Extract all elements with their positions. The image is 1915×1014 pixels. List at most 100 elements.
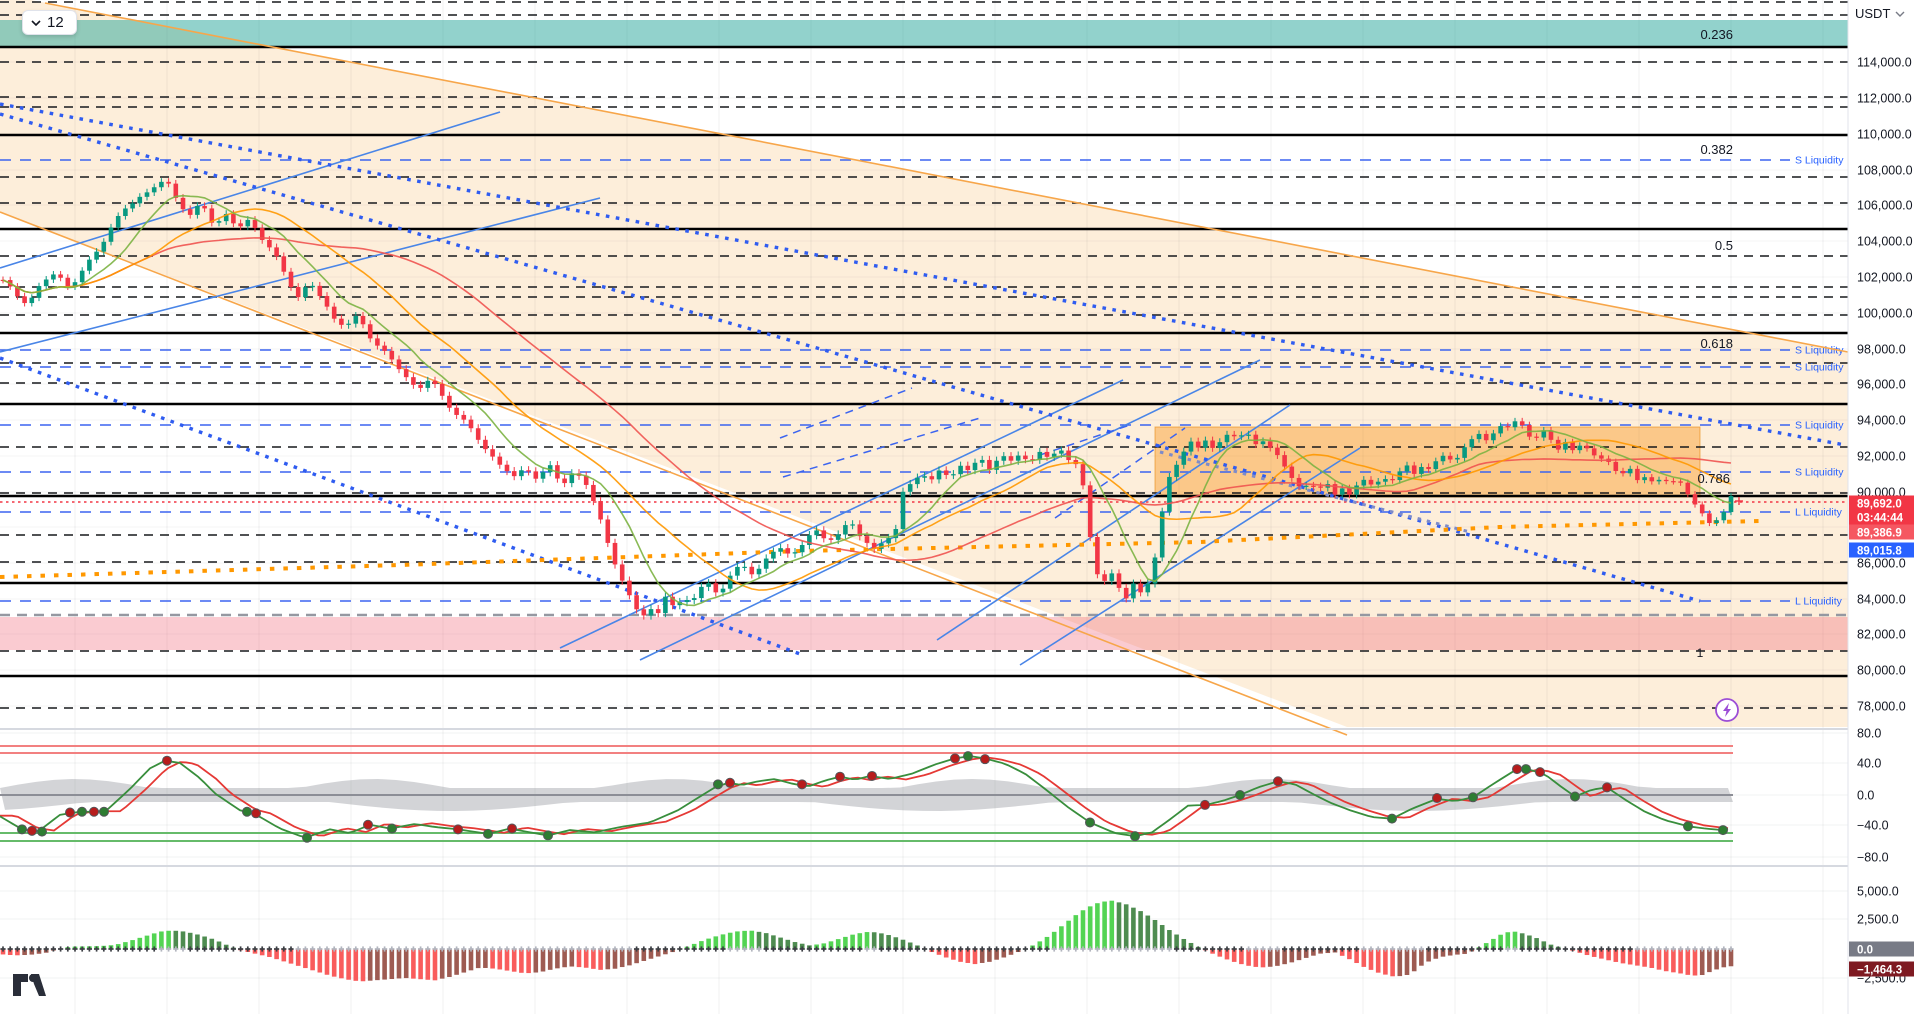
- svg-text:100,000.0: 100,000.0: [1857, 307, 1913, 321]
- wavetrend-cross-dot: [980, 754, 990, 765]
- wavetrend-cross-dot: [1468, 792, 1478, 803]
- price-bands-layer: [0, 20, 1848, 650]
- svg-text:03:44:44: 03:44:44: [1857, 513, 1904, 525]
- svg-text:1: 1: [1697, 646, 1704, 660]
- wavetrend-cross-dot: [725, 777, 735, 788]
- annotations-layer: 0.236 0.382 0.5 0.618 0.786 1: [1697, 27, 1743, 722]
- svg-text:5,000.0: 5,000.0: [1857, 885, 1899, 899]
- wavetrend-cross-dot: [363, 819, 373, 830]
- price-badge: 89,692.0: [1849, 495, 1914, 511]
- fib-label: 0.786: [1697, 471, 1730, 486]
- wavetrend-cross-dot: [99, 806, 109, 817]
- svg-text:89,386.9: 89,386.9: [1857, 528, 1902, 540]
- wavetrend-cross-dot: [27, 825, 37, 836]
- svg-text:L Liquidity: L Liquidity: [1795, 507, 1843, 519]
- svg-text:S Liquidity: S Liquidity: [1795, 420, 1844, 432]
- currency-toggle-button[interactable]: USDT: [1849, 2, 1915, 25]
- wavetrend-cross-dot: [1387, 813, 1397, 824]
- svg-text:110,000.0: 110,000.0: [1857, 128, 1912, 142]
- chevron-down-icon: [31, 19, 41, 26]
- price-badge: 89,015.8: [1849, 542, 1914, 558]
- wavetrend-cross-dot: [543, 830, 553, 841]
- wavetrend-cross-dot: [1130, 831, 1140, 842]
- svg-text:108,000.0: 108,000.0: [1857, 164, 1913, 178]
- svg-text:80.0: 80.0: [1857, 727, 1881, 741]
- svg-text:S Liquidity: S Liquidity: [1795, 155, 1844, 167]
- wavetrend-cross-dot: [387, 823, 397, 834]
- wavetrend-cross-dot: [835, 771, 845, 782]
- tradingview-logo[interactable]: [12, 972, 48, 1000]
- wavetrend-cross-dot: [1718, 825, 1728, 836]
- wavetrend-cross-dot: [507, 823, 517, 834]
- wavetrend-cross-dot: [1521, 764, 1531, 775]
- svg-text:112,000.0: 112,000.0: [1857, 92, 1912, 106]
- moving-averages-layer: [2, 194, 1732, 607]
- pane-separators: [0, 728, 1915, 867]
- wavetrend-cross-dot: [1200, 799, 1210, 810]
- interval-dropdown-button[interactable]: 12: [22, 10, 77, 35]
- svg-text:78,000.0: 78,000.0: [1857, 700, 1906, 714]
- svg-text:S Liquidity: S Liquidity: [1795, 345, 1844, 357]
- wavetrend-cross-dot: [950, 753, 960, 764]
- svg-text:89,015.8: 89,015.8: [1857, 546, 1902, 558]
- wavetrend-cross-dot: [1570, 791, 1580, 802]
- fib-label: 0.236: [1700, 27, 1733, 42]
- wavetrend-cross-dot: [65, 807, 75, 818]
- wavetrend-cross-dot: [1535, 767, 1545, 778]
- svg-text:86,000.0: 86,000.0: [1857, 557, 1906, 571]
- wavetrend-cross-dot: [1602, 782, 1612, 793]
- chevron-down-icon: [1895, 11, 1905, 17]
- price-badge: 0.0: [1849, 941, 1914, 957]
- svg-text:98,000.0: 98,000.0: [1857, 343, 1906, 357]
- wavetrend-cross-dot: [302, 832, 312, 843]
- svg-text:S Liquidity: S Liquidity: [1795, 467, 1844, 479]
- svg-text:104,000.0: 104,000.0: [1857, 235, 1913, 249]
- svg-text:S Liquidity: S Liquidity: [1795, 362, 1844, 374]
- histogram-pane: [0, 900, 1734, 982]
- svg-text:102,000.0: 102,000.0: [1857, 271, 1913, 285]
- lightning-icon[interactable]: [1715, 698, 1739, 722]
- wavetrend-cross-dot: [251, 808, 261, 819]
- oscillator-pane: [0, 745, 1733, 843]
- wavetrend-cross-dot: [963, 751, 973, 762]
- svg-text:96,000.0: 96,000.0: [1857, 378, 1906, 392]
- wavetrend-cross-dot: [1512, 764, 1522, 775]
- wavetrend-cross-dot: [1235, 790, 1245, 800]
- candles-layer: [0, 178, 1734, 620]
- svg-text:94,000.0: 94,000.0: [1857, 414, 1906, 428]
- currency-label: USDT: [1855, 6, 1891, 21]
- svg-text:2,500.0: 2,500.0: [1857, 913, 1899, 927]
- interval-label: 12: [47, 14, 64, 31]
- svg-text:−1,464.3: −1,464.3: [1857, 965, 1902, 977]
- svg-text:114,000.0: 114,000.0: [1857, 56, 1912, 70]
- wavetrend-cross-dot: [1085, 817, 1095, 828]
- wavetrend-cross-dot: [1273, 776, 1283, 787]
- wavetrend-cross-dot: [77, 806, 87, 817]
- wavetrend-cross-dot: [867, 770, 877, 781]
- wavetrend-cross-dot: [162, 755, 172, 766]
- price-badge: −1,464.3: [1849, 961, 1914, 977]
- wavetrend-cross-dot: [483, 828, 493, 839]
- wavetrend-cross-dot: [713, 779, 723, 790]
- price-badge: 89,386.9: [1849, 524, 1914, 540]
- svg-text:92,000.0: 92,000.0: [1857, 450, 1906, 464]
- wavetrend-cross-dot: [1683, 821, 1693, 832]
- svg-text:82,000.0: 82,000.0: [1857, 628, 1906, 642]
- svg-text:40.0: 40.0: [1857, 757, 1881, 771]
- svg-text:0.0: 0.0: [1857, 789, 1874, 803]
- svg-text:−80.0: −80.0: [1857, 851, 1889, 865]
- fib-label: 0.382: [1700, 142, 1733, 157]
- price-axis-column: 114,000.0 112,000.0 110,000.0 108,000.0 106,…: [1847, 0, 1915, 1014]
- fib-label: 0.5: [1715, 238, 1733, 253]
- svg-text:0.0: 0.0: [1857, 945, 1873, 957]
- fib-label: 0.618: [1700, 336, 1733, 351]
- wavetrend-cross-dot: [453, 824, 463, 835]
- svg-text:80,000.0: 80,000.0: [1857, 664, 1906, 678]
- svg-text:84,000.0: 84,000.0: [1857, 593, 1906, 607]
- wavetrend-cross-dot: [17, 824, 27, 835]
- svg-text:106,000.0: 106,000.0: [1857, 199, 1913, 213]
- price-badge: 03:44:44: [1849, 509, 1914, 525]
